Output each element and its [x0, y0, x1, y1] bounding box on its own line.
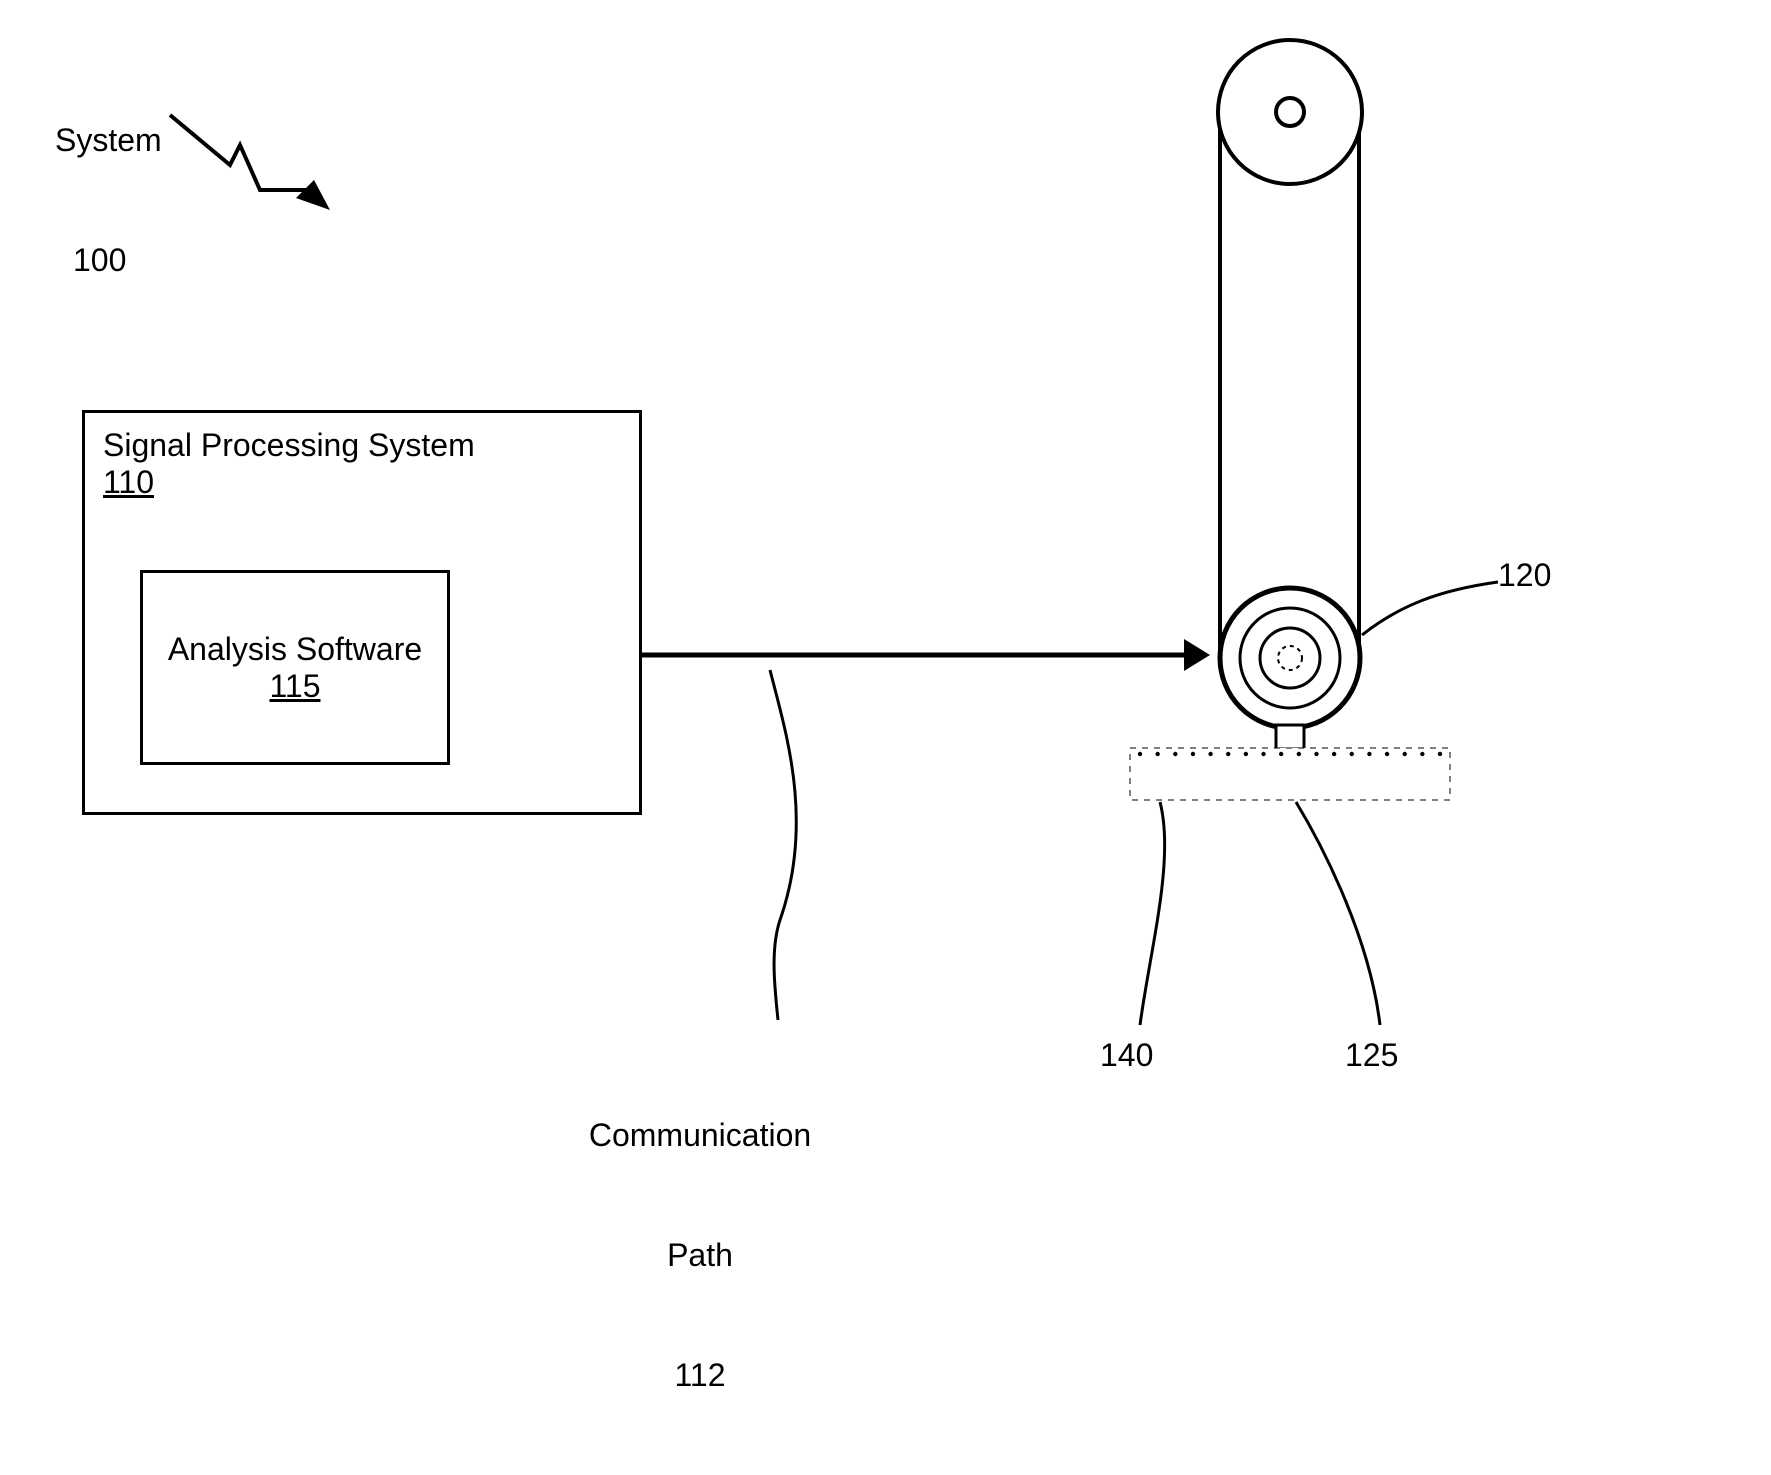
- communication-path-label: Communication Path 112: [580, 1035, 820, 1475]
- callout-140-leader: [1140, 802, 1165, 1025]
- sps-title: Signal Processing System: [103, 427, 475, 464]
- base-plate: [1130, 748, 1450, 800]
- analysis-ref: 115: [269, 668, 320, 705]
- sps-title-block: Signal Processing System 110: [103, 427, 475, 501]
- diagram-canvas: System 100 Signal Processing: [0, 0, 1771, 1243]
- sps-ref: 110: [103, 464, 475, 501]
- comm-label-line2: Path: [580, 1235, 820, 1275]
- communication-path-leader: [770, 670, 796, 1020]
- callout-125-leader: [1296, 802, 1380, 1025]
- analysis-title: Analysis Software: [168, 631, 422, 668]
- comm-label-ref: 112: [580, 1355, 820, 1395]
- callout-120-leader: [1362, 582, 1498, 635]
- comm-label-line1: Communication: [580, 1115, 820, 1155]
- system-pointer-head: [296, 180, 330, 210]
- system-pointer-line: [170, 115, 310, 190]
- callout-120: 120: [1498, 555, 1551, 595]
- callout-125: 125: [1345, 1035, 1398, 1075]
- top-pulley-inner: [1276, 98, 1304, 126]
- analysis-title-block: Analysis Software 115: [168, 631, 422, 705]
- analysis-software-box: Analysis Software 115: [140, 570, 450, 765]
- callout-140: 140: [1100, 1035, 1153, 1075]
- bottom-pulley-inner: [1260, 628, 1320, 688]
- sensor-block: [1276, 725, 1304, 749]
